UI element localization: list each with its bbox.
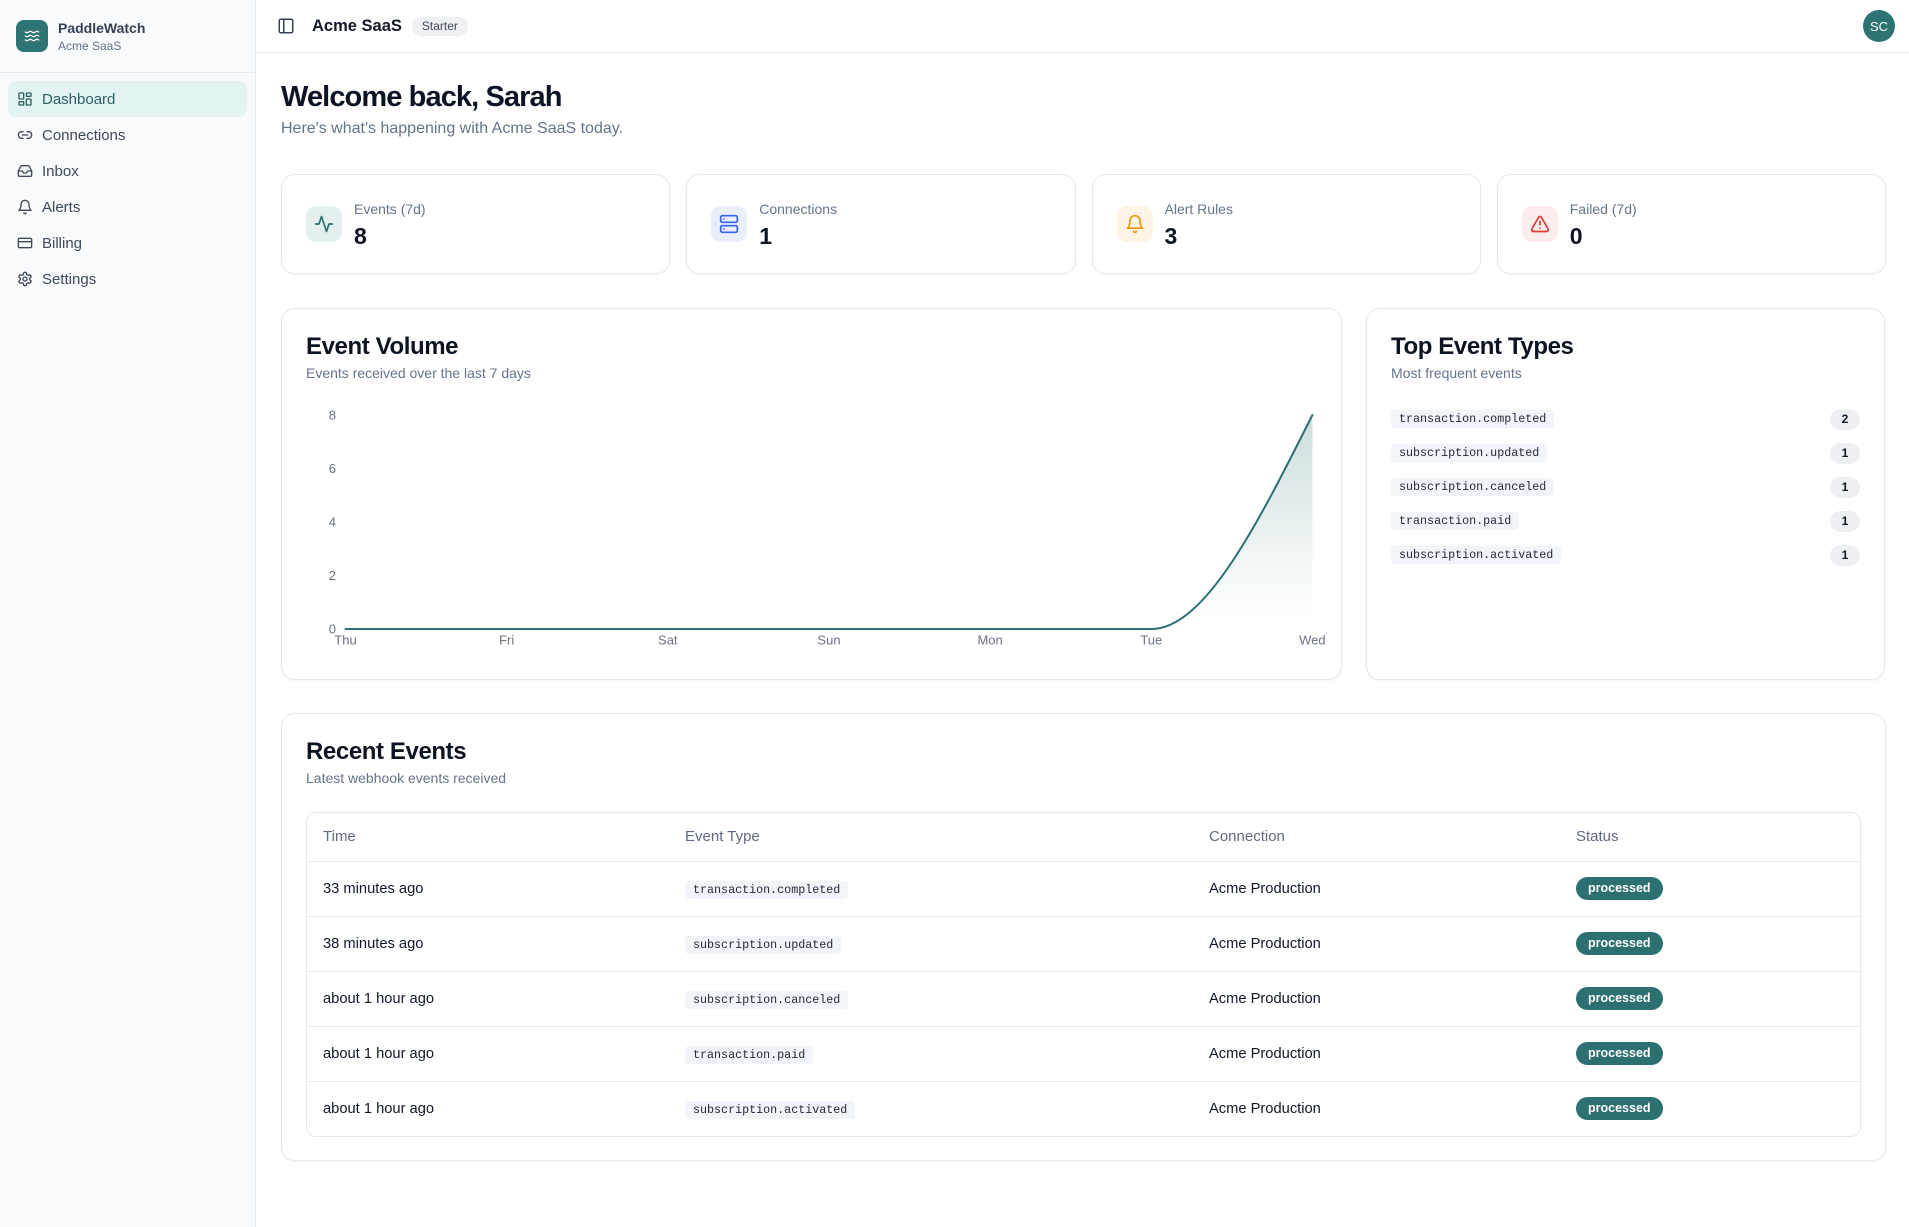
- svg-text:Wed: Wed: [1299, 633, 1326, 648]
- svg-text:2: 2: [329, 568, 336, 583]
- svg-text:Mon: Mon: [977, 633, 1002, 648]
- svg-text:Thu: Thu: [334, 633, 356, 648]
- svg-text:Fri: Fri: [499, 633, 514, 648]
- svg-text:8: 8: [329, 408, 336, 423]
- svg-text:0: 0: [329, 622, 336, 637]
- svg-text:Tue: Tue: [1140, 633, 1162, 648]
- svg-text:Sat: Sat: [658, 633, 678, 648]
- svg-text:4: 4: [329, 515, 336, 530]
- svg-text:6: 6: [329, 461, 336, 476]
- svg-text:Sun: Sun: [817, 633, 840, 648]
